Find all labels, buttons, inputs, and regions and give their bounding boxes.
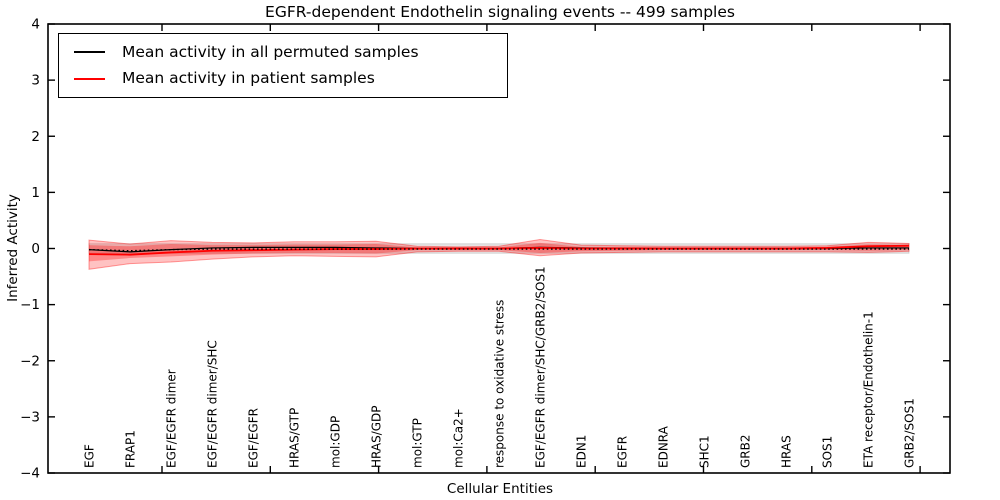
x-category-label: SOS1 [821, 436, 835, 468]
y-tick-label: −1 [20, 297, 40, 313]
x-category-label: GRB2 [739, 434, 753, 468]
x-category-label: mol:GTP [411, 418, 425, 468]
x-category-label: EDN1 [575, 435, 589, 468]
legend-item-permuted: Mean activity in all permuted samples [74, 42, 507, 61]
y-tick-label: −3 [20, 409, 40, 425]
y-tick-label: 0 [31, 241, 40, 257]
y-tick-label: 1 [31, 185, 40, 201]
y-tick-label: 4 [31, 17, 40, 33]
x-category-label: EGFR [616, 436, 630, 468]
legend-line-red-icon [74, 77, 105, 80]
legend: Mean activity in all permuted samples Me… [58, 33, 508, 98]
x-category-label: response to oxidative stress [493, 300, 507, 468]
chart-title: EGFR-dependent Endothelin signaling even… [265, 3, 735, 21]
series-line-patient-mean [88, 244, 910, 256]
x-category-label: HRAS/GDP [370, 405, 384, 468]
x-category-label: EDNRA [657, 425, 671, 468]
y-tick-label: 2 [31, 129, 40, 145]
x-category-label: FRAP1 [124, 430, 138, 468]
x-category-label: EGF/EGFR dimer/SHC [206, 340, 220, 468]
x-category-label: SHC1 [698, 435, 712, 468]
x-category-label: HRAS [780, 435, 794, 468]
legend-item-patient: Mean activity in patient samples [74, 68, 507, 87]
legend-line-black-icon [74, 51, 105, 54]
y-tick-label: −2 [20, 353, 40, 369]
x-category-label: HRAS/GTP [288, 408, 302, 468]
x-category-label: GRB2/SOS1 [903, 398, 917, 468]
x-category-label: mol:Ca2+ [452, 408, 466, 468]
x-category-label: EGF/EGFR [247, 408, 261, 468]
x-category-label: ETA receptor/Endothelin-1 [862, 311, 876, 468]
legend-label-patient: Mean activity in patient samples [122, 68, 375, 87]
x-category-label: EGF/EGFR dimer [165, 369, 179, 468]
y-axis-title: Inferred Activity [5, 194, 21, 302]
y-tick-label: 3 [31, 73, 40, 89]
y-tick-label: −4 [20, 466, 40, 482]
x-category-label: EGF/EGFR dimer/SHC/GRB2/SOS1 [534, 266, 548, 468]
x-axis-title: Cellular Entities [446, 481, 554, 497]
legend-label-permuted: Mean activity in all permuted samples [122, 42, 419, 61]
x-category-label: mol:GDP [329, 416, 343, 468]
x-category-label: EGF [83, 444, 97, 468]
